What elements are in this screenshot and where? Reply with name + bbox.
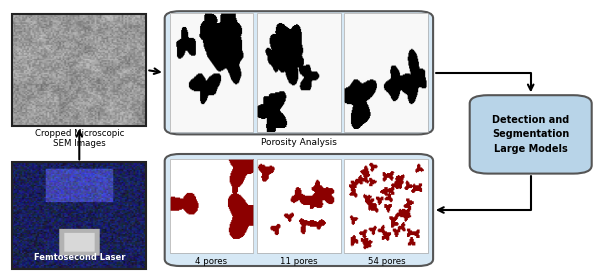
- Bar: [345, 13, 428, 132]
- Text: 4 pores: 4 pores: [195, 257, 228, 266]
- Text: Femtosecond Laser: Femtosecond Laser: [34, 253, 125, 262]
- FancyBboxPatch shape: [165, 154, 433, 266]
- Text: Porosity Analysis: Porosity Analysis: [261, 138, 337, 147]
- Bar: [257, 159, 341, 253]
- Bar: [12, 162, 146, 269]
- Text: Detection and
Segmentation
Large Models: Detection and Segmentation Large Models: [492, 115, 569, 154]
- FancyBboxPatch shape: [470, 95, 592, 174]
- Bar: [170, 13, 253, 132]
- Text: Cropped Microscopic
SEM Images: Cropped Microscopic SEM Images: [35, 129, 124, 148]
- Text: 54 pores: 54 pores: [367, 257, 405, 266]
- FancyBboxPatch shape: [165, 11, 433, 134]
- Bar: [345, 159, 428, 253]
- Text: 11 pores: 11 pores: [280, 257, 318, 266]
- Bar: [170, 159, 253, 253]
- Bar: [257, 13, 341, 132]
- Bar: [12, 14, 146, 126]
